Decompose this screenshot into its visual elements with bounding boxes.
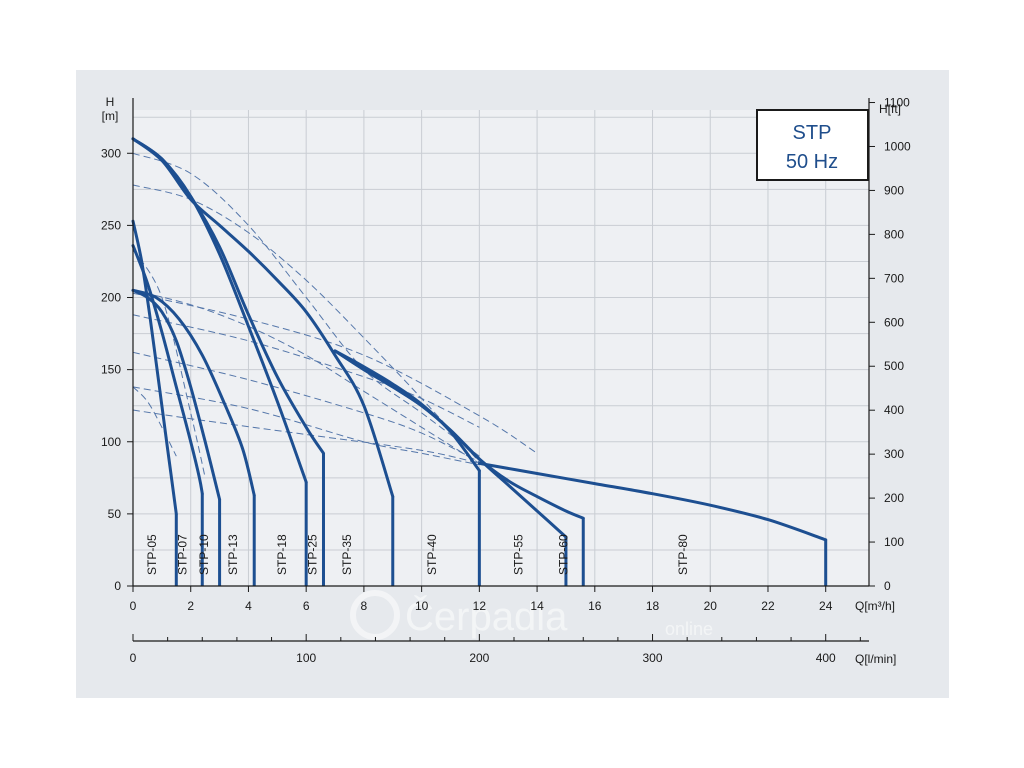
y-right-tick-label: 900 bbox=[884, 183, 904, 197]
y-right-tick-label: 0 bbox=[884, 579, 891, 593]
y-right-tick-label: 400 bbox=[884, 403, 904, 417]
x-top-tick-label: 4 bbox=[245, 599, 252, 613]
watermark-text: Čerpadla bbox=[405, 594, 568, 639]
y-right-tick-label: 100 bbox=[884, 535, 904, 549]
curve-stp-05 bbox=[131, 219, 178, 516]
title-box-line2: 50 Hz bbox=[786, 151, 838, 173]
efficiency-curve bbox=[132, 314, 480, 428]
curve-stp-60 bbox=[333, 349, 585, 520]
y-right-tick-label: 700 bbox=[884, 271, 904, 285]
x-top-tick-label: 6 bbox=[303, 599, 310, 613]
efficiency-curve bbox=[132, 152, 480, 457]
x-bottom-tick-label: 300 bbox=[643, 651, 663, 665]
title-box-line1: STP bbox=[793, 122, 832, 144]
series-label-stp-13: STP-13 bbox=[226, 534, 240, 575]
pump-curves bbox=[131, 137, 828, 586]
series-labels: STP-05 STP-07 STP-10 STP-13 STP-18 STP-25 STP-… bbox=[145, 534, 690, 575]
x-bottom-tick-label: 400 bbox=[816, 651, 836, 665]
y-right-tick-label: 300 bbox=[884, 447, 904, 461]
y-right-tick-label: 1000 bbox=[884, 139, 911, 153]
y-right-tick-label: 200 bbox=[884, 491, 904, 505]
axes: 050100150200250300H[m]010020030040050060… bbox=[101, 95, 911, 666]
series-label-stp-10: STP-10 bbox=[197, 534, 211, 575]
watermark-sub: online bbox=[665, 619, 713, 639]
y-right-label: H[ft] bbox=[879, 102, 901, 116]
x-top-tick-label: 0 bbox=[130, 599, 137, 613]
x-top-tick-label: 18 bbox=[646, 599, 660, 613]
x-top-label: Q[m³/h] bbox=[855, 599, 895, 613]
y-right-tick-label: 600 bbox=[884, 315, 904, 329]
title-box: STP 50 Hz bbox=[756, 109, 869, 181]
x-top-tick-label: 24 bbox=[819, 599, 833, 613]
efficiency-curve bbox=[132, 292, 538, 454]
series-label-stp-07: STP-07 bbox=[175, 534, 189, 575]
curve-stp-40 bbox=[333, 349, 481, 473]
x-top-tick-label: 10 bbox=[415, 599, 429, 613]
curve-stp-13 bbox=[131, 288, 256, 497]
plot-area bbox=[133, 110, 869, 586]
series-label-stp-35: STP-35 bbox=[340, 534, 354, 575]
x-bottom-label: Q[l/min] bbox=[855, 652, 896, 666]
y-left-tick-label: 50 bbox=[108, 507, 122, 521]
y-left-tick-label: 200 bbox=[101, 291, 121, 305]
x-bottom-tick-label: 100 bbox=[296, 651, 316, 665]
curve-stp-35 bbox=[131, 137, 395, 499]
y-left-unit: [m] bbox=[102, 109, 119, 123]
series-label-stp-80: STP-80 bbox=[676, 534, 690, 575]
efficiency-curve bbox=[132, 289, 480, 464]
y-left-tick-label: 100 bbox=[101, 435, 121, 449]
x-top-tick-label: 22 bbox=[761, 599, 775, 613]
curve-stp-07 bbox=[131, 244, 204, 496]
efficiency-curves bbox=[132, 152, 538, 478]
watermark: Čerpadla online bbox=[350, 590, 713, 640]
series-label-stp-18: STP-18 bbox=[275, 534, 289, 575]
x-top-tick-label: 2 bbox=[187, 599, 194, 613]
y-left-tick-label: 250 bbox=[101, 218, 121, 232]
efficiency-curve bbox=[132, 409, 480, 464]
y-left-tick-label: 0 bbox=[114, 579, 121, 593]
series-label-stp-25: STP-25 bbox=[305, 534, 319, 575]
efficiency-curve bbox=[132, 386, 177, 457]
series-label-stp-55: STP-55 bbox=[512, 534, 526, 575]
y-right-tick-label: 1100 bbox=[884, 96, 910, 110]
series-label-stp-05: STP-05 bbox=[145, 534, 159, 575]
x-bottom-tick-label: 200 bbox=[469, 651, 489, 665]
y-left-tick-label: 150 bbox=[101, 363, 121, 377]
x-top-tick-label: 14 bbox=[530, 599, 544, 613]
y-left-label: H bbox=[106, 95, 115, 109]
x-top-tick-label: 16 bbox=[588, 599, 602, 613]
curve-stp-10 bbox=[131, 288, 222, 501]
efficiency-curve bbox=[132, 351, 480, 463]
x-top-tick-label: 12 bbox=[473, 599, 487, 613]
series-label-stp-60: STP-60 bbox=[556, 534, 570, 575]
x-top-tick-label: 8 bbox=[361, 599, 368, 613]
y-right-tick-label: 500 bbox=[884, 359, 904, 373]
x-top-tick-label: 20 bbox=[704, 599, 718, 613]
grid bbox=[132, 110, 869, 587]
y-right-tick-label: 800 bbox=[884, 227, 904, 241]
series-label-stp-40: STP-40 bbox=[425, 534, 439, 575]
y-left-tick-label: 300 bbox=[101, 146, 121, 160]
efficiency-curve bbox=[132, 249, 206, 478]
curve-stp-80 bbox=[477, 461, 828, 542]
x-bottom-tick-label: 0 bbox=[130, 651, 137, 665]
title-box-frame bbox=[756, 109, 869, 181]
